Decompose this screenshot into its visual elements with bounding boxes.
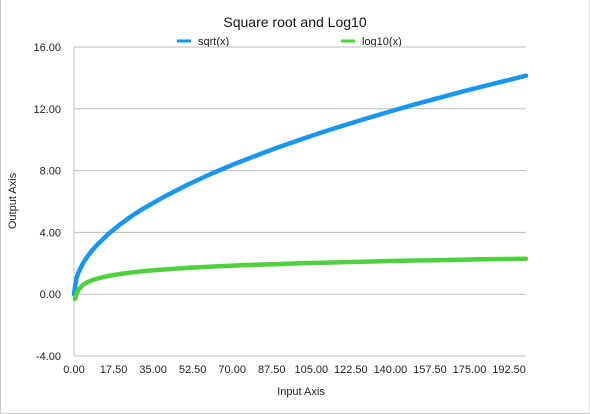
- legend: sqrt(x) log10(x): [177, 36, 402, 48]
- y-tick-label: 0.00: [40, 289, 61, 301]
- x-tick-label: 105.00: [294, 364, 328, 376]
- y-tick-label: 8.00: [40, 166, 61, 178]
- series-lines: [71, 73, 529, 302]
- y-axis-title: Output Axis: [7, 172, 19, 229]
- legend-label: log10(x): [362, 36, 402, 48]
- x-tick-label: 52.50: [179, 364, 207, 376]
- chart-title: Square root and Log10: [223, 14, 366, 30]
- x-tick-label: 192.50: [492, 364, 526, 376]
- x-tick-label: 122.50: [334, 364, 368, 376]
- series-line-sqrt: [71, 73, 529, 297]
- y-tick-label: 4.00: [40, 227, 61, 239]
- x-tick-label: 0.00: [63, 364, 84, 376]
- x-tick-label: 175.00: [453, 364, 487, 376]
- y-tick-labels: -4.00 0.00 4.00 8.00 12.00 16.00: [33, 42, 61, 363]
- grid-lines: [73, 46, 526, 357]
- x-tick-labels: 0.00 17.50 35.00 52.50 70.00 87.50 105.00 122.5…: [63, 364, 526, 376]
- x-tick-label: 70.00: [218, 364, 246, 376]
- y-tick-label: 16.00: [33, 42, 61, 54]
- x-tick-label: 35.00: [139, 364, 167, 376]
- x-tick-label: 157.50: [413, 364, 447, 376]
- y-tick-label: 12.00: [33, 104, 61, 116]
- series-line-log10: [72, 256, 529, 302]
- legend-label: sqrt(x): [198, 36, 229, 48]
- x-tick-label: 140.00: [374, 364, 408, 376]
- x-axis-title: Input Axis: [277, 386, 325, 398]
- x-tick-label: 17.50: [100, 364, 128, 376]
- y-tick-label: -4.00: [36, 351, 61, 363]
- x-tick-label: 87.50: [258, 364, 286, 376]
